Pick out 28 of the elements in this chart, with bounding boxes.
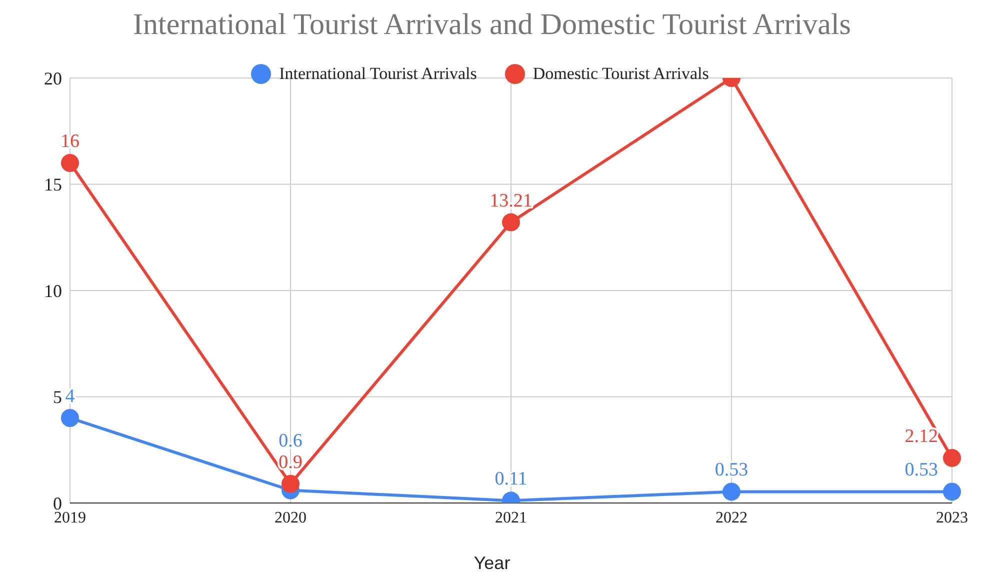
- y-tick-label: 15: [44, 174, 62, 195]
- data-label: 0.9: [278, 452, 302, 473]
- point: [502, 213, 520, 232]
- legend-label: International Tourist Arrivals: [279, 64, 477, 84]
- point: [282, 474, 300, 493]
- x-tick-label: 2023: [936, 509, 968, 526]
- legend-label: Domestic Tourist Arrivals: [532, 64, 709, 84]
- point: [943, 448, 961, 467]
- data-label: 0.53: [904, 460, 938, 481]
- data-label: 0.11: [494, 468, 528, 490]
- data-label: 0.6: [278, 430, 302, 452]
- point: [61, 409, 79, 427]
- y-tick-label: 10: [44, 280, 62, 301]
- x-tick-label: 2021: [495, 509, 527, 526]
- point: [722, 482, 740, 501]
- data-label: 2.12: [904, 426, 938, 447]
- x-axis-title: Year: [472, 553, 512, 574]
- data-label: 13.21: [490, 190, 532, 212]
- y-tick-label: 20: [44, 68, 62, 88]
- chart-title: International Tourist Arrivals and Domestic Tourist Arrivals: [132, 8, 852, 42]
- y-tick-label: 5: [53, 387, 62, 408]
- data-label: 4: [65, 386, 76, 407]
- data-label: 0.53: [714, 460, 748, 481]
- data-label: 16: [60, 131, 80, 152]
- x-tick-label: 2022: [716, 509, 748, 526]
- x-tick-label: 2020: [274, 509, 306, 526]
- point: [943, 482, 961, 501]
- point: [61, 154, 79, 172]
